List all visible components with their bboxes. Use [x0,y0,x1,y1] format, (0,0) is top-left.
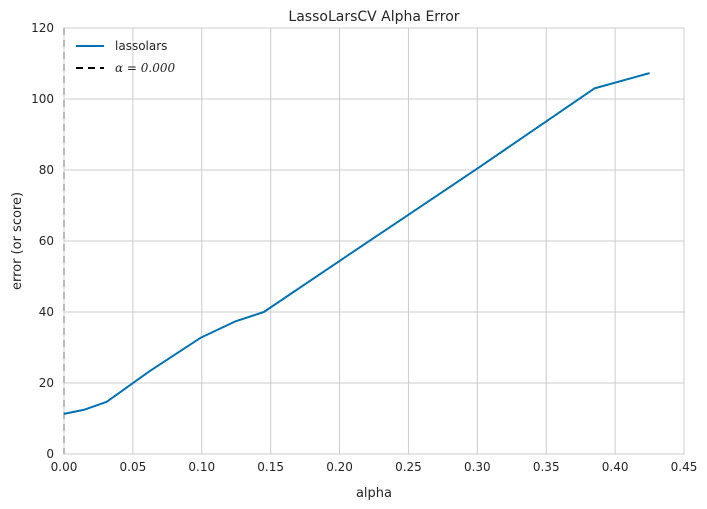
series-line-lassolars [63,72,650,415]
y-tick-label: 40 [39,305,54,319]
x-tick-label: 0.10 [188,460,215,474]
series-lines [63,72,650,415]
x-tick-label: 0.20 [326,460,353,474]
x-tick-label: 0.05 [120,460,147,474]
y-tick-label: 0 [46,447,54,461]
y-tick-labels: 0 20 40 60 80 100 120 [31,21,54,461]
x-tick-label: 0.40 [602,460,629,474]
legend: lassolars α = 0.000 [76,39,176,75]
x-tick-label: 0.45 [671,460,698,474]
x-axis-label: alpha [356,486,392,501]
legend-label-alpha: α = 0.000 [115,61,176,75]
x-tick-label: 0.00 [51,460,78,474]
x-tick-labels: 0.00 0.05 0.10 0.15 0.20 0.25 0.30 0.35 0.40 0.45 [51,460,698,474]
y-tick-label: 80 [39,163,54,177]
y-tick-label: 100 [31,92,54,106]
x-tick-label: 0.15 [257,460,284,474]
y-tick-label: 60 [39,234,54,248]
x-tick-label: 0.25 [395,460,422,474]
y-tick-label: 120 [31,21,54,35]
y-axis-label: error (or score) [10,192,25,290]
chart-title: LassoLarsCV Alpha Error [288,9,459,25]
x-tick-label: 0.35 [533,460,560,474]
y-tick-label: 20 [39,376,54,390]
legend-label-lassolars: lassolars [115,39,167,53]
x-tick-label: 0.30 [464,460,491,474]
